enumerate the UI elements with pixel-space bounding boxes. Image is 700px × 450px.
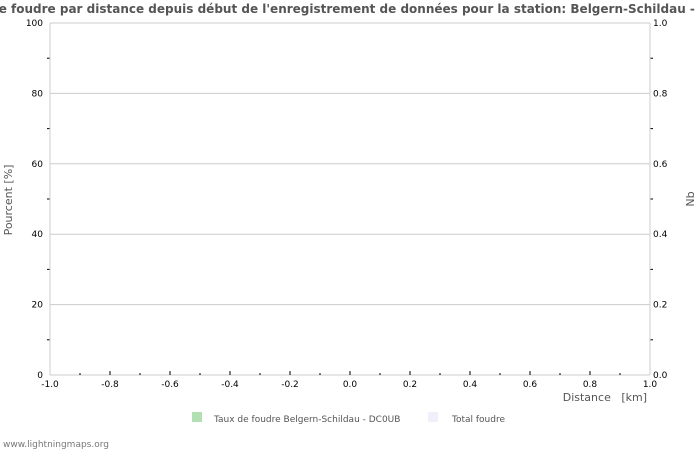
y2-tick-label: 0.6 (653, 160, 668, 170)
y2-tick-label: 0.2 (653, 301, 667, 311)
legend-swatch-total (428, 412, 438, 422)
y-tick-label: 80 (32, 89, 44, 99)
axes: 0 0.0 20 0.2 40 0.4 60 0.6 80 0.8 100 1.0 -1.0 -0.8 -0… (26, 19, 668, 390)
x-tick-label: 0.6 (523, 380, 538, 390)
legend-label-total: Total foudre (451, 415, 505, 425)
x-tick-label: 0.0 (343, 380, 358, 390)
y-tick-label: 60 (32, 160, 44, 170)
legend-swatch-taux (192, 412, 202, 422)
x-axis-label: Distance [km] (563, 391, 647, 404)
x-tick-label: 0.2 (403, 380, 417, 390)
legend-label-taux: Taux de foudre Belgern-Schildau - DC0UB (213, 415, 400, 425)
y-tick-label: 0 (37, 371, 43, 381)
x-tick-label: 0.4 (463, 380, 478, 390)
chart-title: Taux de foudre par distance depuis début… (0, 2, 700, 16)
x-tick-label: 0.8 (583, 380, 598, 390)
y-axis-label: Pourcent [%] (2, 165, 15, 236)
y-tick-label: 100 (26, 19, 43, 29)
footer-link[interactable]: www.lightningmaps.org (3, 440, 109, 450)
x-tick-label: -0.4 (221, 380, 239, 390)
y2-tick-label: 0.4 (653, 230, 668, 240)
y2-tick-label: 0.8 (653, 89, 668, 99)
x-tick-label: 1.0 (643, 380, 658, 390)
x-tick-label: -0.8 (101, 380, 119, 390)
grid (50, 22, 650, 306)
y-tick-label: 20 (32, 301, 44, 311)
y2-tick-label: 0.0 (653, 371, 668, 381)
x-tick-label: -1.0 (41, 380, 59, 390)
y2-tick-label: 1.0 (653, 19, 668, 29)
y-tick-label: 40 (32, 230, 44, 240)
y2-axis-label: Nb (684, 191, 697, 206)
x-tick-label: -0.2 (281, 380, 299, 390)
x-tick-label: -0.6 (161, 380, 179, 390)
